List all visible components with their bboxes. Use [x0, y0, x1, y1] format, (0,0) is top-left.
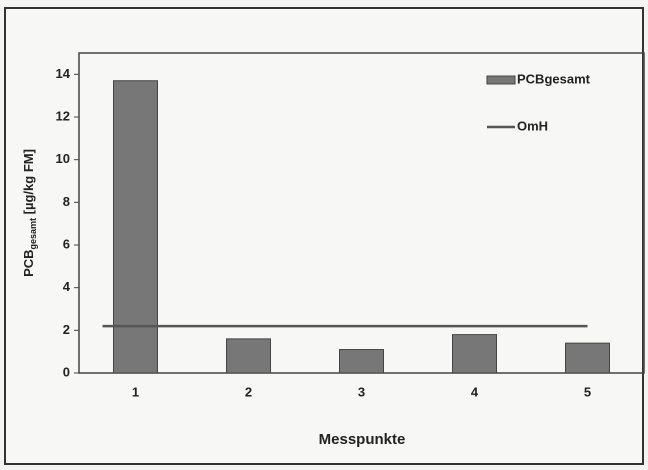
legend-swatch: [486, 75, 516, 85]
y-tick-label: 0: [63, 364, 70, 379]
y-tick-label: 4: [63, 279, 71, 294]
x-tick-label: 2: [245, 384, 252, 399]
y-label-part: [µg/kg FM]: [21, 149, 36, 218]
legend-label: OmH: [517, 118, 548, 133]
y-tick-label: 14: [56, 66, 71, 81]
y-label-sub: gesamt: [28, 218, 38, 250]
x-tick-label: 5: [584, 384, 591, 399]
y-tick-label: 12: [56, 108, 70, 123]
bar: [452, 334, 497, 374]
y-tick-label: 6: [63, 236, 70, 251]
bar: [565, 342, 610, 374]
y-tick-label: 2: [63, 322, 70, 337]
y-tick-label: 8: [63, 194, 70, 209]
legend-label: PCBgesamt: [517, 71, 591, 86]
chart-frame: [4, 7, 644, 465]
x-axis-label: Messpunkte: [319, 431, 406, 448]
bar: [113, 80, 158, 374]
y-tick-label: 10: [56, 151, 70, 166]
x-tick-label: 1: [132, 384, 139, 399]
bar: [339, 349, 384, 374]
bar: [226, 338, 271, 374]
x-tick-label: 4: [471, 384, 479, 399]
y-axis-label: PCBgesamt [µg/kg FM]: [21, 149, 38, 277]
x-tick-label: 3: [358, 384, 365, 399]
y-label-part: PCB: [21, 249, 36, 276]
